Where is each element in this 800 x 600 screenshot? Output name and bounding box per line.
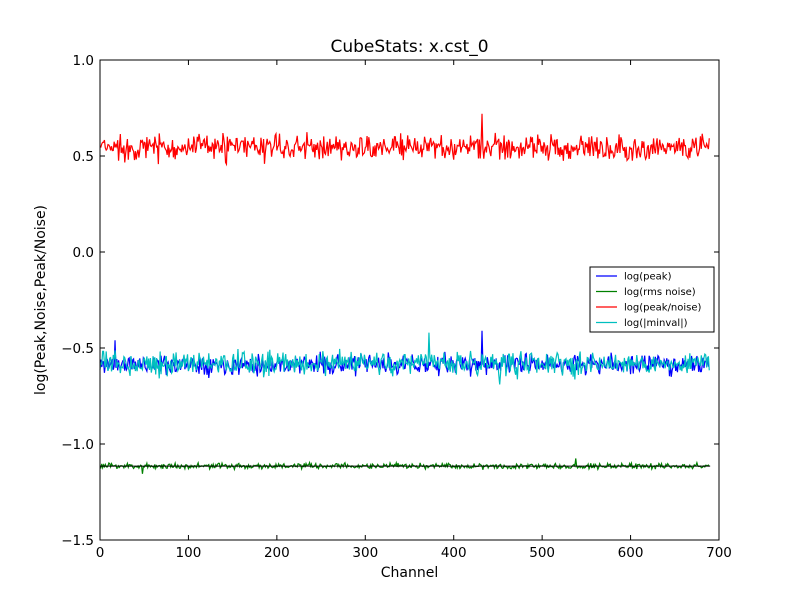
- x-tick-label: 400: [441, 545, 467, 561]
- y-tick-label: −1.0: [61, 437, 94, 453]
- x-tick-label: 100: [176, 545, 202, 561]
- y-axis-label: log(Peak,Noise,Peak/Noise): [33, 205, 49, 395]
- legend-label: log(peak): [624, 272, 672, 283]
- x-axis-label: Channel: [381, 565, 438, 581]
- x-tick-label: 700: [706, 545, 732, 561]
- legend-label: log(peak/noise): [624, 303, 702, 314]
- series-line-3: [99, 113, 710, 167]
- x-tick-label: 200: [264, 545, 290, 561]
- x-tick-label: 600: [618, 545, 644, 561]
- y-tick-label: 0.0: [73, 245, 94, 261]
- series-layer: [99, 113, 711, 474]
- x-tick-label: 0: [96, 545, 105, 561]
- legend: log(peak) log(rms noise) log(peak/noise) lo…: [589, 266, 715, 333]
- legend-box: [589, 266, 715, 333]
- y-tick-label: 1.0: [73, 53, 94, 69]
- legend-label: log(|minval|): [624, 318, 688, 329]
- plot-frame: [99, 59, 720, 541]
- x-tick-label: 300: [352, 545, 378, 561]
- legend-label: log(rms noise): [624, 287, 696, 298]
- y-tick-label: −0.5: [61, 341, 94, 357]
- y-tick-label: 0.5: [73, 149, 94, 165]
- series-line-4: [99, 332, 710, 385]
- chart-title: CubeStats: x.cst_0: [330, 37, 488, 57]
- y-tick-label: −1.5: [61, 533, 94, 549]
- ticks-layer: 0 100 200 300 400 500 600 700 −1.5 −1.0 −0.5 0.0 0.5…: [61, 53, 732, 561]
- x-tick-label: 500: [529, 545, 555, 561]
